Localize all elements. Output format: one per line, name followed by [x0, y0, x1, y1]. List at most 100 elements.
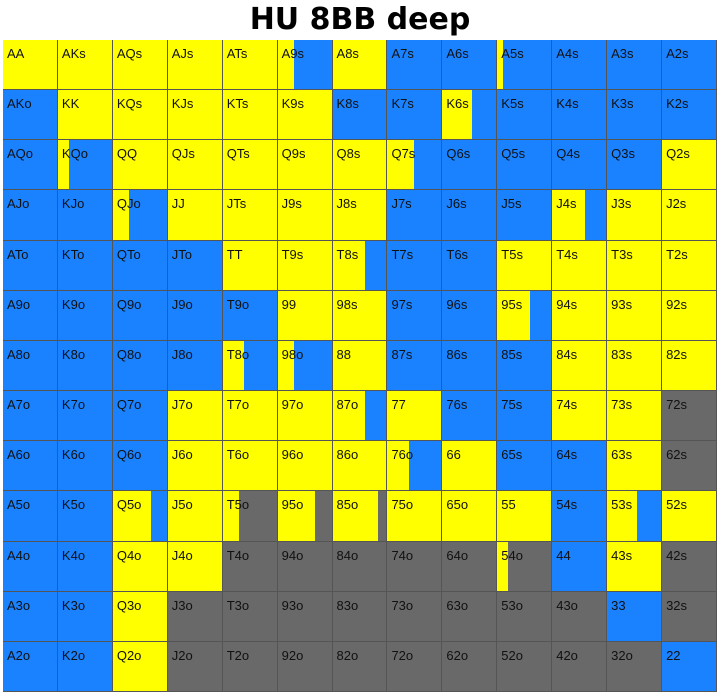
- hand-label: 62o: [446, 647, 469, 663]
- hand-cell-fill-yellow: [607, 491, 637, 541]
- hand-cell-fill-gray: [387, 541, 442, 591]
- hand-cell-fill-yellow: [552, 340, 607, 391]
- hand-cell-fill-yellow: [497, 40, 503, 90]
- hand-cell-96s: 96s: [442, 290, 497, 340]
- hand-label: 97o: [281, 397, 304, 413]
- hand-cell-fill-blue: [529, 290, 552, 340]
- hand-cell-QJs: QJs: [167, 140, 222, 190]
- hand-cell-fill-blue: [442, 40, 497, 90]
- hand-label: KTs: [226, 96, 249, 112]
- hand-label: T9s: [281, 246, 304, 262]
- hand-cell-fill-blue: [607, 90, 662, 140]
- hand-label: AQs: [116, 46, 143, 61]
- hand-cell-fill-yellow: [222, 140, 277, 190]
- hand-cell-64o: 64o: [442, 541, 497, 591]
- hand-label: 86s: [446, 346, 468, 362]
- hand-cell-62o: 62o: [442, 641, 497, 691]
- hand-label: 85s: [501, 346, 523, 362]
- hand-label: QTs: [226, 146, 250, 162]
- hand-label: Q4o: [116, 547, 142, 563]
- hand-cell-T8o: T8o: [222, 340, 277, 391]
- hand-label: J9s: [281, 196, 302, 212]
- hand-cell-fill-blue: [497, 140, 552, 190]
- hand-cell-A6s: A6s: [442, 40, 497, 90]
- hand-label: A7s: [391, 46, 414, 61]
- hand-cell-97o: 97o: [277, 391, 332, 441]
- hand-cell-98o: 98o: [277, 340, 332, 391]
- hand-cell-87s: 87s: [387, 340, 442, 391]
- hand-cell-fill-blue: [3, 140, 57, 190]
- hand-label: 54s: [556, 497, 578, 513]
- hand-cell-fill-yellow: [277, 391, 332, 441]
- hand-label: 72s: [666, 397, 688, 413]
- hand-label: A3s: [611, 46, 634, 61]
- hand-label: 75s: [501, 397, 523, 413]
- hand-label: K2s: [666, 96, 689, 112]
- hand-cell-A4s: A4s: [552, 40, 607, 90]
- hand-cell-fill-gray: [167, 591, 222, 641]
- hand-cell-63o: 63o: [442, 591, 497, 641]
- hand-cell-AJs: AJs: [167, 40, 222, 90]
- hand-cell-fill-yellow: [332, 340, 387, 391]
- hand-cell-T3s: T3s: [607, 240, 662, 290]
- hand-cell-fill-blue: [472, 90, 497, 140]
- hand-cell-fill-blue: [607, 591, 662, 641]
- hand-label: J5o: [171, 497, 193, 513]
- hand-cell-93o: 93o: [277, 591, 332, 641]
- hand-cell-fill-yellow: [552, 240, 607, 290]
- hand-label: 55: [501, 497, 516, 513]
- hand-label: 43o: [556, 597, 578, 613]
- hand-cell-T4o: T4o: [222, 541, 277, 591]
- hand-label: 96s: [446, 296, 468, 312]
- hand-cell-fill-blue: [364, 240, 387, 290]
- hand-cell-JTs: JTs: [222, 190, 277, 240]
- hand-cell-fill-yellow: [607, 190, 662, 240]
- hand-cell-fill-yellow: [332, 140, 387, 190]
- hand-cell-fill-blue: [442, 240, 497, 290]
- hand-cell-fill-blue: [442, 391, 497, 441]
- hand-cell-83o: 83o: [332, 591, 387, 641]
- hand-label: ATs: [226, 46, 248, 61]
- hand-cell-43s: 43s: [607, 541, 662, 591]
- hand-cell-A5s: A5s: [497, 40, 552, 90]
- hand-cell-fill-yellow: [167, 190, 222, 240]
- hand-cell-fill-blue: [607, 40, 662, 90]
- hand-label: K6o: [61, 447, 86, 463]
- hand-cell-AKs: AKs: [57, 40, 112, 90]
- hand-cell-fill-yellow: [167, 441, 222, 491]
- hand-label: K2o: [61, 647, 86, 663]
- hand-cell-fill-blue: [222, 290, 277, 340]
- hand-label: A2o: [7, 647, 31, 663]
- hand-cell-fill-blue: [414, 140, 442, 190]
- hand-cell-fill-yellow: [112, 491, 151, 541]
- hand-cell-KQo: KQo: [57, 140, 112, 190]
- hand-label: 72o: [391, 647, 414, 663]
- hand-cell-fill-yellow: [167, 541, 222, 591]
- hand-cell-85o: 85o: [332, 491, 387, 541]
- hand-cell-fill-yellow: [222, 441, 277, 491]
- hand-cell-fill-blue: [112, 290, 167, 340]
- hand-label: AA: [7, 46, 25, 61]
- hand-cell-fill-yellow: [222, 190, 277, 240]
- hand-label: 84o: [336, 547, 359, 563]
- hand-cell-K8s: K8s: [332, 90, 387, 140]
- hand-cell-fill-blue: [112, 441, 167, 491]
- hand-cell-fill-blue: [3, 641, 57, 691]
- hand-label: 65s: [501, 447, 523, 463]
- hand-cell-fill-blue: [662, 40, 716, 90]
- hand-label: 97s: [391, 296, 413, 312]
- hand-label: 65o: [446, 497, 469, 513]
- hand-cell-fill-gray: [222, 641, 277, 691]
- hand-label: 85o: [336, 497, 359, 513]
- hand-cell-fill-blue: [442, 340, 497, 391]
- hand-cell-fill-blue: [584, 190, 607, 240]
- hand-label: 94o: [281, 547, 304, 563]
- hand-cell-AJo: AJo: [3, 190, 57, 240]
- hand-cell-fill-yellow: [222, 90, 277, 140]
- hand-label: 95o: [281, 497, 304, 513]
- hand-label: Q7o: [116, 397, 142, 413]
- hand-cell-52o: 52o: [497, 641, 552, 691]
- hand-cell-fill-yellow: [112, 140, 167, 190]
- hand-label: Q9o: [116, 296, 142, 312]
- hand-label: J8o: [171, 346, 193, 362]
